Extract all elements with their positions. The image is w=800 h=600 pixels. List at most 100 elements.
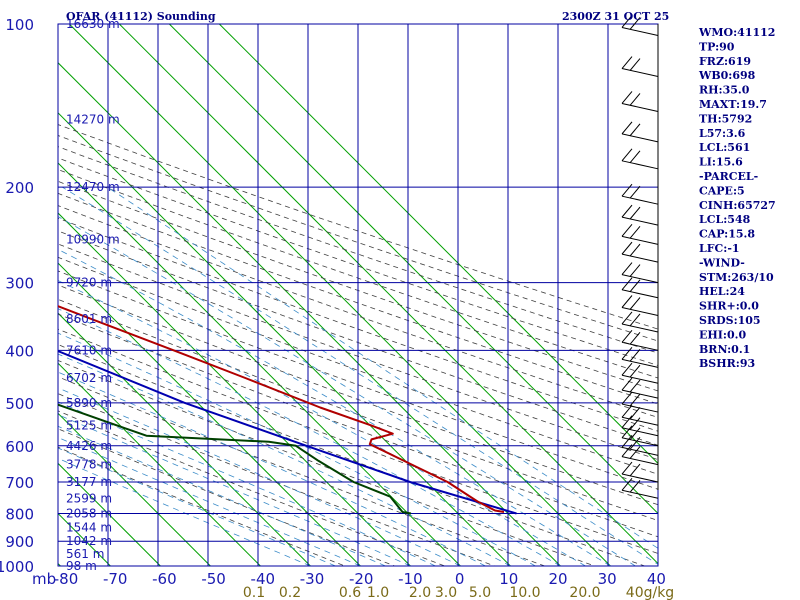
dry-adiabat-line	[58, 313, 658, 538]
sounding-index: STM:263/10	[699, 271, 774, 284]
sounding-index: L57:3.6	[699, 127, 746, 140]
sounding-index: MAXT:19.7	[699, 98, 767, 111]
dry-adiabat-line	[58, 270, 658, 490]
wind-barb	[621, 121, 659, 143]
wind-barb-flag	[629, 406, 641, 420]
temperature-tick-label: 20	[548, 570, 567, 588]
dry-adiabat-line	[58, 376, 545, 566]
mixing-ratio-label: 40g/kg	[626, 585, 674, 600]
mixing-ratio-label: 10.0	[509, 585, 540, 600]
wind-barb-flag	[629, 393, 641, 407]
wind-barb-flag	[629, 446, 641, 459]
isotherm-line	[58, 212, 411, 566]
wind-barb-shaft	[621, 307, 659, 316]
dry-adiabat-line	[58, 284, 658, 506]
sounding-index: EHI:0.0	[699, 328, 746, 341]
chart-timestamp: 2300Z 31 OCT 25	[562, 10, 669, 23]
wind-barb-flag	[629, 150, 641, 164]
temperature-tick-label: -60	[152, 570, 177, 588]
wind-barb-flag	[629, 364, 641, 378]
height-label: 8601 m	[66, 312, 112, 326]
moist-adiabat-line	[58, 308, 561, 566]
pressure-label: 200	[5, 179, 34, 197]
sounding-index: -WIND-	[699, 256, 745, 269]
wind-barb-flag	[629, 123, 641, 137]
dry-adiabat-line	[58, 393, 495, 566]
moist-adiabat-line	[58, 280, 586, 566]
wind-barb	[621, 461, 659, 483]
pressure-label: 100	[5, 16, 34, 34]
height-label: 2058 m	[66, 506, 112, 520]
wind-barb-shaft	[621, 374, 659, 384]
wind-barb-flag	[629, 437, 641, 450]
wind-barb-flag	[629, 93, 641, 106]
dry-adiabat-line	[58, 217, 658, 432]
wind-barb-flag	[629, 206, 641, 220]
wind-barb	[621, 425, 659, 447]
moist-adiabat-line	[58, 447, 336, 566]
wind-barb-flag	[621, 415, 633, 429]
height-label: 561 m	[66, 547, 104, 561]
dry-adiabat-line	[58, 360, 595, 566]
sounding-index: LFC:-1	[699, 242, 740, 255]
height-label: 14270 m	[66, 112, 120, 126]
wind-barb-flag	[629, 313, 641, 327]
chart-title: OFAR (41112) Sounding	[66, 10, 216, 23]
pressure-label: 600	[5, 438, 34, 456]
isotherm-line	[168, 24, 658, 515]
sounding-index: LI:15.6	[699, 156, 743, 169]
wind-barb	[621, 183, 659, 205]
wind-barb	[621, 404, 659, 426]
wind-barb-shaft	[621, 160, 659, 170]
isotherm-line	[58, 462, 161, 566]
height-label: 3177 m	[66, 475, 112, 489]
height-label: 3778 m	[66, 458, 112, 472]
wind-barb-shaft	[621, 26, 659, 36]
dry-adiabat-line	[58, 428, 395, 566]
moist-adiabat-line	[58, 436, 361, 566]
wind-barb-flag	[629, 427, 641, 441]
wind-barb-shaft	[621, 403, 659, 413]
isotherm-line	[58, 112, 511, 566]
wind-barb-flag	[621, 277, 633, 291]
wind-barb-flag	[621, 477, 633, 491]
dry-adiabat-line	[58, 124, 658, 330]
wind-barb-shaft	[621, 68, 659, 78]
wind-barb-flag	[629, 264, 641, 277]
temperature-tick-label: -50	[201, 570, 226, 588]
temperature-line	[58, 305, 505, 513]
wind-barb-flag	[621, 204, 633, 218]
height-label: 9720 m	[66, 276, 112, 290]
wind-barb	[621, 204, 659, 226]
height-label: 5125 m	[66, 418, 112, 432]
wind-barb-flag	[621, 404, 633, 418]
isotherm-line	[68, 24, 611, 566]
height-label: 1042 m	[66, 534, 112, 548]
wind-barb-flag	[629, 349, 641, 362]
wind-barb-flag	[621, 377, 633, 391]
wind-barb	[621, 362, 659, 384]
sounding-index: CINH:65727	[699, 199, 776, 212]
wind-barb-flag	[629, 331, 641, 345]
wind-barb-flag	[629, 417, 641, 431]
dry-adiabat-line	[58, 180, 658, 392]
wind-barb-flag	[621, 121, 633, 135]
wind-barb-shaft	[621, 446, 659, 456]
wind-barb-flag	[621, 347, 633, 360]
isotherm-line	[58, 162, 461, 566]
dry-adiabat-line	[58, 135, 658, 342]
height-label: 1544 m	[66, 521, 112, 535]
wind-barb-flag	[629, 185, 641, 199]
wind-barb	[621, 329, 659, 351]
temperature-tick-label: 30	[598, 570, 617, 588]
isotherm-line	[58, 312, 311, 566]
wind-barb	[621, 477, 659, 499]
wind-barb-flag	[629, 226, 641, 239]
wind-barb-flag	[621, 362, 633, 376]
temperature-tick-label: -80	[54, 570, 79, 588]
mixing-ratio-label: 0.2	[279, 585, 301, 600]
pressure-label: 700	[5, 474, 34, 492]
dry-adiabat-line	[58, 146, 658, 354]
